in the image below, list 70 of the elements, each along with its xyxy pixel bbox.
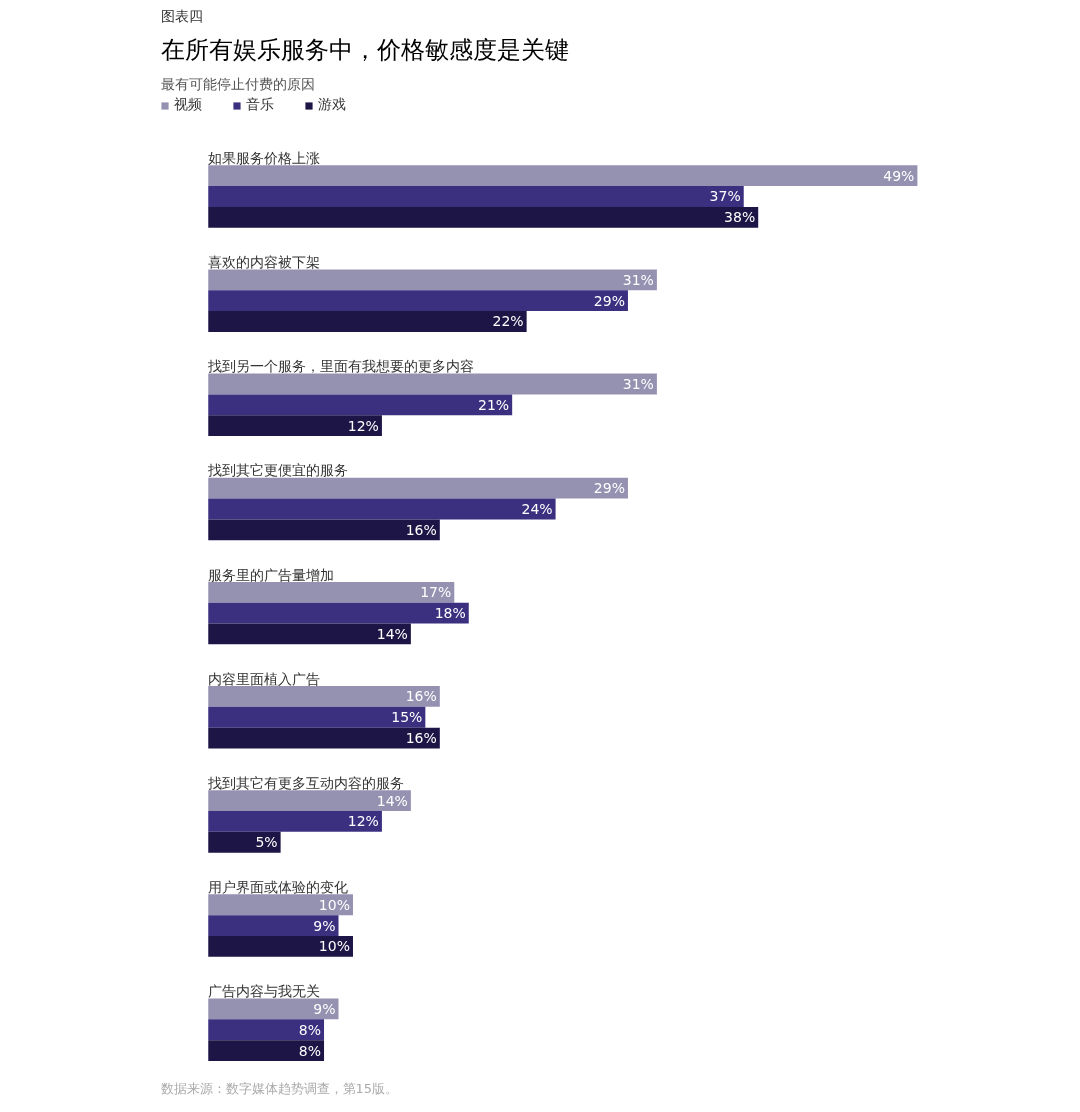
bar: [208, 269, 657, 291]
data-label: 12%: [347, 417, 379, 434]
bar: [208, 998, 339, 1020]
bar: [208, 186, 744, 207]
data-label: 5%: [255, 834, 278, 851]
data-label: 9%: [313, 917, 336, 934]
legend-label: 音乐: [246, 96, 274, 114]
bar: [208, 498, 556, 520]
data-label: 29%: [593, 292, 625, 309]
bar: [208, 602, 469, 624]
bar: [208, 519, 440, 541]
bar: [208, 415, 382, 437]
chart-subtitle: 最有可能停止付费的原因: [160, 75, 315, 92]
data-label: 9%: [313, 1000, 336, 1017]
bar: [208, 165, 918, 187]
data-label: 38%: [724, 209, 756, 226]
data-label: 31%: [622, 375, 654, 392]
data-label: 14%: [376, 792, 408, 809]
data-label: 15%: [391, 709, 423, 726]
bar: [208, 623, 411, 645]
data-label: 16%: [405, 521, 437, 538]
y-tick-label: 服务里的广告量增加: [208, 566, 335, 583]
data-label: 8%: [298, 1042, 322, 1059]
y-tick-label: 喜欢的内容被下架: [208, 254, 321, 271]
bar: [208, 915, 339, 937]
bar: [208, 831, 281, 853]
y-tick-label: 用户界面或体验的变化: [208, 879, 349, 896]
data-label: 14%: [376, 625, 408, 642]
data-label: 22%: [492, 313, 524, 330]
data-label: 16%: [405, 730, 437, 747]
bar: [208, 581, 455, 603]
bar: [208, 394, 513, 416]
y-tick-label: 找到其它更便宜的服务: [207, 462, 349, 479]
bar: [208, 936, 353, 957]
bar: [208, 811, 382, 832]
bar: [208, 706, 426, 728]
data-label: 18%: [434, 605, 466, 622]
bar: [208, 686, 440, 707]
data-label: 10%: [318, 938, 350, 955]
data-label: 12%: [347, 813, 379, 830]
data-label: 31%: [622, 271, 654, 288]
bar: [208, 727, 440, 749]
bar: [208, 477, 628, 499]
data-label: 17%: [420, 584, 452, 601]
bar: [208, 290, 628, 312]
bar: [208, 206, 759, 228]
text: 图表四: [160, 7, 203, 24]
data-label: 29%: [593, 480, 625, 497]
data-label: 21%: [478, 396, 510, 413]
bar: [208, 894, 353, 916]
y-tick-label: 内容里面植入广告: [208, 670, 321, 687]
bar: [208, 1019, 325, 1041]
data-label: 49%: [883, 167, 915, 184]
chart-title: 在所有娱乐服务中，价格敏感度是关键: [160, 35, 569, 64]
data-label: 24%: [521, 500, 553, 517]
y-tick-label: 广告内容与我无关: [208, 983, 321, 1000]
y-tick-label: 如果服务价格上涨: [208, 149, 321, 166]
data-label: 37%: [709, 188, 741, 205]
bar: [208, 790, 411, 812]
y-tick-label: 找到其它有更多互动内容的服务: [207, 774, 405, 791]
y-tick-label: 找到另一个服务，里面有我想要的更多内容: [207, 358, 475, 375]
annotation: 数据来源：数字媒体趋势调查，第15版。: [160, 1080, 399, 1096]
bar: [208, 373, 657, 395]
bar: [208, 1040, 325, 1061]
legend-label: 游戏: [318, 96, 346, 114]
legend-label: 视频: [174, 96, 202, 114]
data-label: 16%: [405, 688, 437, 705]
data-label: 8%: [298, 1021, 322, 1038]
data-label: 10%: [318, 896, 350, 913]
bar: [208, 311, 527, 332]
